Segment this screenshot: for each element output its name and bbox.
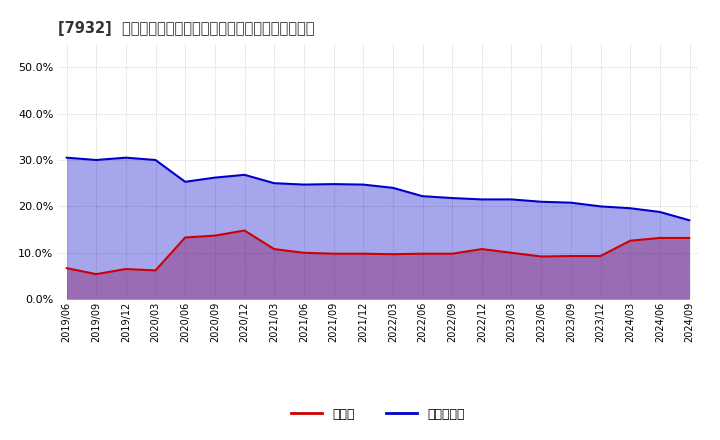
- Legend: 現預金, 有利子負債: 現預金, 有利子負債: [286, 403, 470, 425]
- Text: [7932]  現預金、有利子負債の総資産に対する比率の推移: [7932] 現預金、有利子負債の総資産に対する比率の推移: [58, 21, 314, 36]
